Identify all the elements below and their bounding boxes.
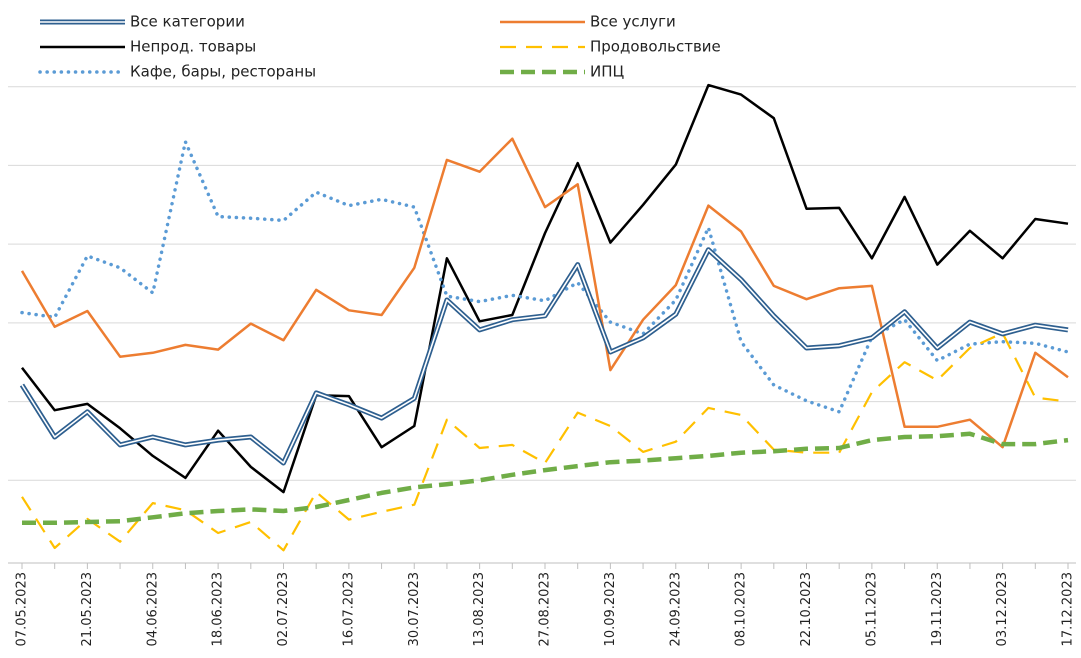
legend-label: Кафе, бары, рестораны: [130, 63, 316, 81]
x-tick-label: 04.06.2023: [145, 572, 160, 646]
legend-item: Непрод. товары: [40, 38, 256, 56]
x-tick-label: 27.08.2023: [538, 572, 553, 646]
x-tick-label: 24.09.2023: [668, 572, 683, 646]
series-line: [19, 247, 1069, 466]
legend-label: Все услуги: [590, 13, 676, 31]
series-line: [20, 140, 1070, 414]
legend-label: Все категории: [130, 13, 245, 31]
legend-label: Продовольствие: [590, 38, 721, 56]
x-tick-label: 16.07.2023: [341, 572, 356, 646]
x-tick-label: 18.06.2023: [211, 572, 226, 646]
series-line: [21, 83, 1069, 494]
legend-item: Все услуги: [500, 13, 676, 31]
x-tick-label: 30.07.2023: [407, 572, 422, 646]
x-tick-label: 03.12.2023: [995, 572, 1010, 646]
series-line: [20, 137, 1069, 449]
legend-label: Непрод. товары: [130, 38, 256, 56]
x-tick-label: 17.12.2023: [1061, 572, 1076, 646]
series-line: [22, 431, 1069, 526]
x-tick-label: 05.11.2023: [864, 572, 879, 646]
series-line: [21, 248, 1069, 464]
legend-item: ИПЦ: [500, 63, 625, 81]
x-tick-label: 22.10.2023: [799, 572, 814, 646]
x-tick-label: 10.09.2023: [603, 572, 618, 646]
x-tick-label: 07.05.2023: [15, 572, 30, 646]
x-tick-label: 08.10.2023: [734, 572, 749, 646]
legend-item: Все категории: [40, 13, 245, 31]
x-tick-label: 19.11.2023: [930, 572, 945, 646]
legend-item: Продовольствие: [500, 38, 721, 56]
legend-label: ИПЦ: [590, 63, 625, 81]
series-line: [21, 332, 1069, 552]
x-tick-label: 02.07.2023: [276, 572, 291, 646]
x-tick-label: 13.08.2023: [472, 572, 487, 646]
x-tick-label: 21.05.2023: [80, 572, 95, 646]
legend-item: Кафе, бары, рестораны: [38, 63, 316, 81]
